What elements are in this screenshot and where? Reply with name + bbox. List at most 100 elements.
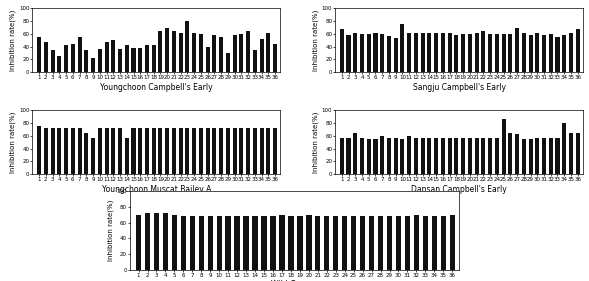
Bar [78, 128, 82, 174]
Bar [434, 33, 438, 72]
Bar [104, 42, 108, 72]
Bar [64, 128, 68, 174]
Bar [192, 128, 196, 174]
Bar [234, 216, 240, 270]
Bar [44, 42, 48, 72]
Bar [131, 128, 135, 174]
Y-axis label: Inhibition rate(%): Inhibition rate(%) [313, 10, 319, 71]
Bar [239, 34, 243, 72]
Bar [125, 138, 129, 174]
Bar [51, 50, 55, 72]
Bar [233, 35, 237, 72]
X-axis label: Dansan Campbell's Early: Dansan Campbell's Early [411, 185, 507, 194]
Bar [266, 33, 270, 72]
Bar [104, 128, 108, 174]
Bar [262, 216, 267, 270]
Bar [260, 39, 264, 72]
Bar [508, 34, 512, 72]
Bar [528, 139, 532, 174]
Bar [84, 50, 88, 72]
Bar [432, 216, 437, 270]
Bar [71, 128, 75, 174]
Bar [475, 138, 479, 174]
Bar [414, 138, 418, 174]
Bar [172, 31, 176, 72]
Bar [441, 216, 446, 270]
X-axis label: Wild Grapes: Wild Grapes [272, 280, 317, 281]
Bar [118, 49, 122, 72]
Bar [78, 37, 82, 72]
Bar [515, 28, 519, 72]
X-axis label: Youngchoon Muscat Bailey A: Youngchoon Muscat Bailey A [102, 185, 211, 194]
Bar [495, 138, 499, 174]
Bar [468, 138, 472, 174]
Bar [57, 128, 61, 174]
Bar [37, 126, 41, 174]
Bar [360, 216, 365, 270]
Bar [178, 128, 183, 174]
Bar [213, 128, 216, 174]
Bar [360, 138, 364, 174]
Bar [502, 34, 505, 72]
Bar [91, 138, 95, 174]
Bar [387, 138, 391, 174]
X-axis label: Sangju Campbell's Early: Sangju Campbell's Early [412, 83, 505, 92]
Bar [495, 34, 499, 72]
Bar [226, 128, 230, 174]
Bar [434, 138, 438, 174]
Bar [152, 45, 155, 72]
Bar [152, 128, 155, 174]
Bar [380, 136, 384, 174]
Bar [71, 44, 75, 72]
Bar [367, 34, 370, 72]
Bar [192, 33, 196, 72]
Bar [199, 34, 203, 72]
Bar [461, 138, 465, 174]
Bar [373, 139, 378, 174]
Bar [44, 128, 48, 174]
Bar [253, 128, 257, 174]
Bar [186, 128, 190, 174]
Bar [340, 138, 344, 174]
Bar [441, 33, 445, 72]
Bar [515, 134, 519, 174]
Bar [145, 45, 149, 72]
Bar [111, 128, 115, 174]
Bar [353, 33, 358, 72]
Bar [522, 33, 526, 72]
Bar [333, 216, 339, 270]
Bar [246, 31, 250, 72]
Bar [488, 34, 492, 72]
Bar [575, 133, 580, 174]
Bar [165, 128, 169, 174]
Bar [206, 128, 210, 174]
Bar [233, 128, 237, 174]
Bar [342, 216, 348, 270]
Bar [414, 33, 418, 72]
Bar [324, 216, 329, 270]
Bar [380, 34, 384, 72]
Bar [481, 138, 485, 174]
Bar [461, 34, 465, 72]
Bar [468, 34, 472, 72]
Bar [393, 38, 398, 72]
Bar [555, 37, 560, 72]
Bar [154, 213, 159, 270]
Bar [562, 123, 566, 174]
Bar [98, 49, 102, 72]
Bar [413, 215, 419, 270]
Bar [535, 33, 540, 72]
Bar [449, 215, 455, 270]
Bar [252, 216, 258, 270]
Bar [569, 33, 573, 72]
Bar [542, 138, 546, 174]
Bar [273, 44, 277, 72]
Bar [549, 138, 552, 174]
Bar [401, 139, 405, 174]
Bar [407, 136, 411, 174]
Bar [369, 216, 374, 270]
Bar [448, 33, 452, 72]
Bar [454, 35, 458, 72]
Bar [378, 216, 383, 270]
Bar [125, 45, 129, 72]
